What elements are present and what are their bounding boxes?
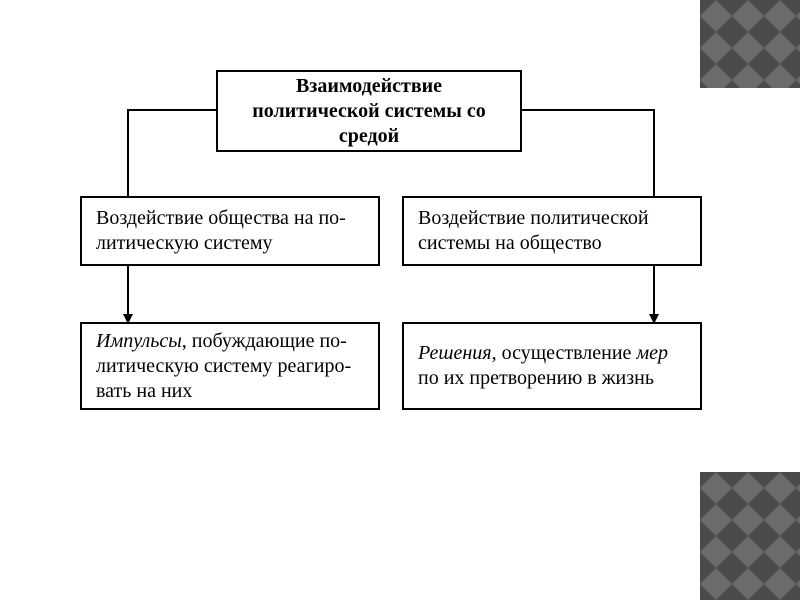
right-node-1-text: Воздействие политической системы на обще… [418, 206, 686, 256]
root-node: Взаимодействие политической системы со с… [216, 70, 522, 152]
right-node-2: Решения, осуществление мер по их претвор… [402, 322, 702, 410]
root-node-text: Взаимодействие политической системы со с… [232, 74, 506, 149]
decor-pattern-bottom [700, 472, 800, 600]
diagram-canvas: Взаимодействие политической системы со с… [0, 0, 800, 600]
left-node-1-text: Воздействие общества на по- литическую с… [96, 206, 364, 256]
left-node-2-text: Импульсы, побуждающие по- литическую сис… [96, 329, 364, 404]
left-node-2: Импульсы, побуждающие по- литическую сис… [80, 322, 380, 410]
right-node-1: Воздействие политической системы на обще… [402, 196, 702, 266]
right-node-2-text: Решения, осуществление мер по их претвор… [418, 341, 686, 391]
left-node-1: Воздействие общества на по- литическую с… [80, 196, 380, 266]
decor-pattern-top [700, 0, 800, 88]
